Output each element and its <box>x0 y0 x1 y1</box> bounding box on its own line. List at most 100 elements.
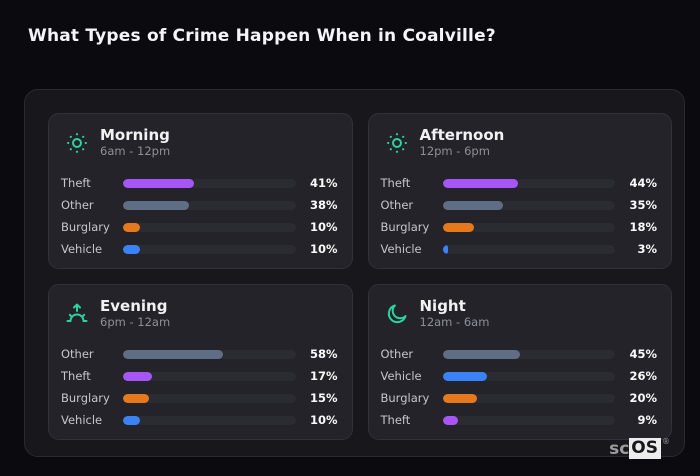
bar-row: Other 35% <box>381 194 658 216</box>
bar-row: Theft 9% <box>381 409 658 431</box>
sunrise-icon <box>65 302 89 326</box>
dashboard-panel: Morning 6am - 12pm Theft 41% Other 38% B… <box>24 89 685 457</box>
panel-title: Afternoon <box>419 126 505 144</box>
bar-fill <box>442 200 503 210</box>
value-label: 26% <box>629 369 657 384</box>
bar-row: Vehicle 3% <box>381 238 658 260</box>
bar-track <box>442 222 615 232</box>
panel-subtitle: 6pm - 12am <box>100 315 171 330</box>
bar-fill <box>123 222 141 232</box>
bar-row: Vehicle 26% <box>381 365 658 387</box>
bar-track <box>123 393 296 403</box>
bar-track <box>442 178 615 188</box>
panel-subtitle: 12am - 6am <box>419 315 490 330</box>
bar-fill <box>123 415 141 425</box>
page-title: What Types of Crime Happen When in Coalv… <box>28 26 496 46</box>
registered-mark: ® <box>662 437 670 446</box>
value-label: 44% <box>629 176 657 191</box>
panel-title: Morning <box>100 126 170 144</box>
panel-afternoon-header: Afternoon 12pm - 6pm <box>381 126 658 159</box>
value-label: 41% <box>309 176 338 191</box>
category-label: Burglary <box>61 391 110 406</box>
category-label: Theft <box>61 176 91 191</box>
watermark-boxed-text: OS <box>629 438 661 459</box>
value-label: 10% <box>309 413 338 428</box>
value-label: 10% <box>309 220 338 235</box>
bar-row: Theft 41% <box>61 172 338 194</box>
bar-row: Burglary 15% <box>61 387 338 409</box>
panel-title: Night <box>419 297 466 315</box>
value-label: 45% <box>629 347 657 362</box>
bar-row: Burglary 18% <box>381 216 658 238</box>
category-label: Burglary <box>380 391 430 406</box>
category-label: Theft <box>380 413 411 428</box>
category-label: Burglary <box>380 220 430 235</box>
bar-track <box>123 222 296 232</box>
category-label: Other <box>380 198 414 213</box>
value-label: 58% <box>309 347 338 362</box>
bar-row: Burglary 10% <box>61 216 338 238</box>
bar-fill <box>442 178 519 188</box>
sun-icon <box>385 131 409 155</box>
bar-row: Theft 17% <box>61 365 338 387</box>
value-label: 9% <box>637 413 657 428</box>
bar-track <box>442 200 615 210</box>
value-label: 18% <box>629 220 657 235</box>
watermark-logo: sc OS ® <box>609 438 670 459</box>
bar-fill <box>123 349 224 359</box>
bar-track <box>442 349 615 359</box>
category-label: Other <box>380 347 414 362</box>
bar-row: Other 58% <box>61 343 338 365</box>
bar-row: Vehicle 10% <box>61 238 338 260</box>
panel-title: Evening <box>100 297 168 315</box>
bar-track <box>123 244 296 254</box>
panel-subtitle: 12pm - 6pm <box>419 144 490 159</box>
bar-row: Theft 44% <box>381 172 658 194</box>
bar-fill <box>123 178 194 188</box>
panel-subtitle: 6am - 12pm <box>100 144 171 159</box>
bar-row: Burglary 20% <box>381 387 658 409</box>
bar-fill <box>123 371 153 381</box>
bar-fill <box>442 415 459 425</box>
bar-fill <box>442 222 474 232</box>
bar-fill <box>442 349 521 359</box>
bar-track <box>442 393 615 403</box>
bar-track <box>123 200 296 210</box>
bar-list: Other 58% Theft 17% Burglary 15% Vehicle <box>61 343 338 431</box>
panel-night-header: Night 12am - 6am <box>381 297 658 330</box>
bar-track <box>123 415 296 425</box>
value-label: 15% <box>309 391 338 406</box>
panel-evening: Evening 6pm - 12am Other 58% Theft 17% B… <box>48 284 353 440</box>
category-label: Vehicle <box>61 413 103 428</box>
panel-night: Night 12am - 6am Other 45% Vehicle 26% B… <box>367 284 672 440</box>
panel-evening-header: Evening 6pm - 12am <box>61 297 338 330</box>
value-label: 3% <box>637 242 657 257</box>
moon-icon <box>385 302 409 326</box>
bar-list: Theft 41% Other 38% Burglary 10% Vehicle <box>61 172 338 260</box>
card-grid: Morning 6am - 12pm Theft 41% Other 38% B… <box>48 113 672 440</box>
bar-track <box>442 415 615 425</box>
panel-morning-header: Morning 6am - 12pm <box>61 126 338 159</box>
category-label: Vehicle <box>61 242 103 257</box>
watermark-prefix: sc <box>609 439 630 459</box>
panel-morning: Morning 6am - 12pm Theft 41% Other 38% B… <box>48 113 353 269</box>
bar-fill <box>442 393 477 403</box>
bar-fill <box>442 244 448 254</box>
bar-row: Vehicle 10% <box>61 409 338 431</box>
bar-row: Other 38% <box>61 194 338 216</box>
bar-list: Theft 44% Other 35% Burglary 18% Vehicle <box>381 172 658 260</box>
bar-fill <box>123 393 149 403</box>
value-label: 20% <box>629 391 657 406</box>
bar-row: Other 45% <box>381 343 658 365</box>
category-label: Other <box>61 198 94 213</box>
panel-afternoon: Afternoon 12pm - 6pm Theft 44% Other 35%… <box>367 113 672 269</box>
bar-fill <box>442 371 488 381</box>
bar-track <box>123 178 296 188</box>
bar-fill <box>123 200 189 210</box>
bar-list: Other 45% Vehicle 26% Burglary 20% Theft <box>381 343 658 431</box>
category-label: Vehicle <box>380 369 422 384</box>
category-label: Burglary <box>61 220 110 235</box>
category-label: Vehicle <box>380 242 422 257</box>
bar-track <box>442 244 615 254</box>
value-label: 38% <box>309 198 338 213</box>
